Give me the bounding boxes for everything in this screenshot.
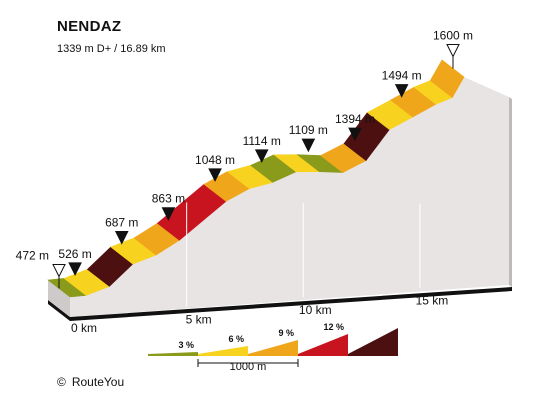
profile-segment-17: [429, 59, 465, 98]
elevation-marker-icon-6: [301, 138, 316, 153]
distance-tick-label-0: 0 km: [71, 321, 97, 335]
distance-tick-label-2: 10 km: [299, 303, 332, 317]
legend-swatch-0: [148, 352, 198, 356]
distance-tick-label-3: 15 km: [416, 294, 449, 308]
legend-label-3: 12 %: [323, 322, 344, 332]
copyright-notice: © RouteYou: [57, 375, 124, 389]
elevation-marker-icon-7: [348, 127, 362, 142]
elevation-marker-icon-4: [208, 168, 222, 182]
elevation-marker-label-9: 1600 m: [433, 29, 473, 43]
profile-base-strip: [48, 287, 512, 321]
page-title: NENDAZ: [57, 18, 122, 35]
legend-scale-label: 1000 m: [230, 361, 267, 373]
elevation-marker-label-7: 1394 m: [335, 112, 375, 126]
elevation-marker-icon-9: [446, 44, 460, 58]
elevation-marker-label-1: 526 m: [58, 247, 91, 261]
route-summary: 1339 m D+ / 16.89 km: [57, 43, 166, 55]
profile-front-face: [48, 280, 70, 317]
elevation-marker-icon-8: [394, 84, 409, 98]
elevation-marker-label-5: 1114 m: [243, 134, 281, 148]
elevation-marker-icon-1: [68, 262, 82, 276]
legend-label-2: 9 %: [278, 328, 294, 338]
elevation-marker-label-0: 472 m: [16, 249, 49, 263]
elevation-marker-icon-2: [114, 231, 129, 245]
legend-swatch-2: [248, 340, 298, 356]
elevation-marker-icon-3: [161, 207, 176, 221]
copyright-text: RouteYou: [71, 375, 125, 389]
profile-side-face: [509, 97, 512, 287]
legend-swatch-4: [348, 328, 398, 356]
legend-label-1: 6 %: [228, 334, 244, 344]
elevation-marker-icon-0: [52, 264, 66, 278]
elevation-marker-label-2: 687 m: [105, 216, 138, 230]
elevation-marker-label-3: 863 m: [152, 192, 185, 206]
legend-swatch-3: [298, 334, 348, 356]
elevation-marker-label-4: 1048 m: [195, 153, 235, 167]
profile-wall: [70, 77, 509, 317]
elevation-marker-label-8: 1494 m: [382, 69, 422, 83]
legend-label-0: 3 %: [178, 340, 194, 350]
distance-tick-label-1: 5 km: [186, 313, 212, 327]
elevation-marker-label-6: 1109 m: [289, 123, 328, 137]
copyright-icon: ©: [57, 375, 66, 389]
elevation-marker-icon-5: [254, 149, 269, 163]
legend-swatch-1: [198, 346, 248, 356]
